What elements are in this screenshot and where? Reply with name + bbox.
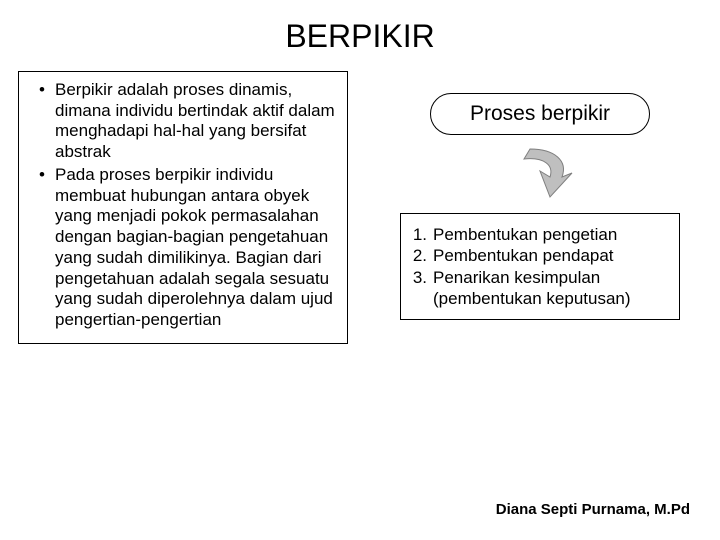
list-text: Pembentukan pendapat (433, 245, 673, 266)
list-item: 1. Pembentukan pengetian (407, 224, 673, 245)
bullet-item: • Pada proses berpikir individu membuat … (29, 165, 337, 331)
bullet-marker: • (29, 80, 55, 163)
steps-box: 1. Pembentukan pengetian 2. Pembentukan … (400, 213, 680, 320)
list-number: 1. (407, 224, 433, 245)
list-item: 2. Pembentukan pendapat (407, 245, 673, 266)
list-text: Pembentukan pengetian (433, 224, 673, 245)
bullet-text: Pada proses berpikir individu membuat hu… (55, 165, 337, 331)
list-number: 3. (407, 267, 433, 310)
list-number: 2. (407, 245, 433, 266)
curved-arrow-icon (378, 143, 702, 205)
bullet-item: • Berpikir adalah proses dinamis, dimana… (29, 80, 337, 163)
list-text: Penarikan kesimpulan (pembentukan keputu… (433, 267, 673, 310)
content-row: • Berpikir adalah proses dinamis, dimana… (0, 65, 720, 344)
process-pill: Proses berpikir (430, 93, 650, 135)
bullet-text: Berpikir adalah proses dinamis, dimana i… (55, 80, 337, 163)
author-footer: Diana Septi Purnama, M.Pd (496, 501, 690, 518)
process-column: Proses berpikir 1. Pembentukan pengetian… (348, 65, 702, 344)
page-title: BERPIKIR (0, 0, 720, 65)
list-item: 3. Penarikan kesimpulan (pembentukan kep… (407, 267, 673, 310)
definition-box: • Berpikir adalah proses dinamis, dimana… (18, 71, 348, 344)
bullet-marker: • (29, 165, 55, 331)
